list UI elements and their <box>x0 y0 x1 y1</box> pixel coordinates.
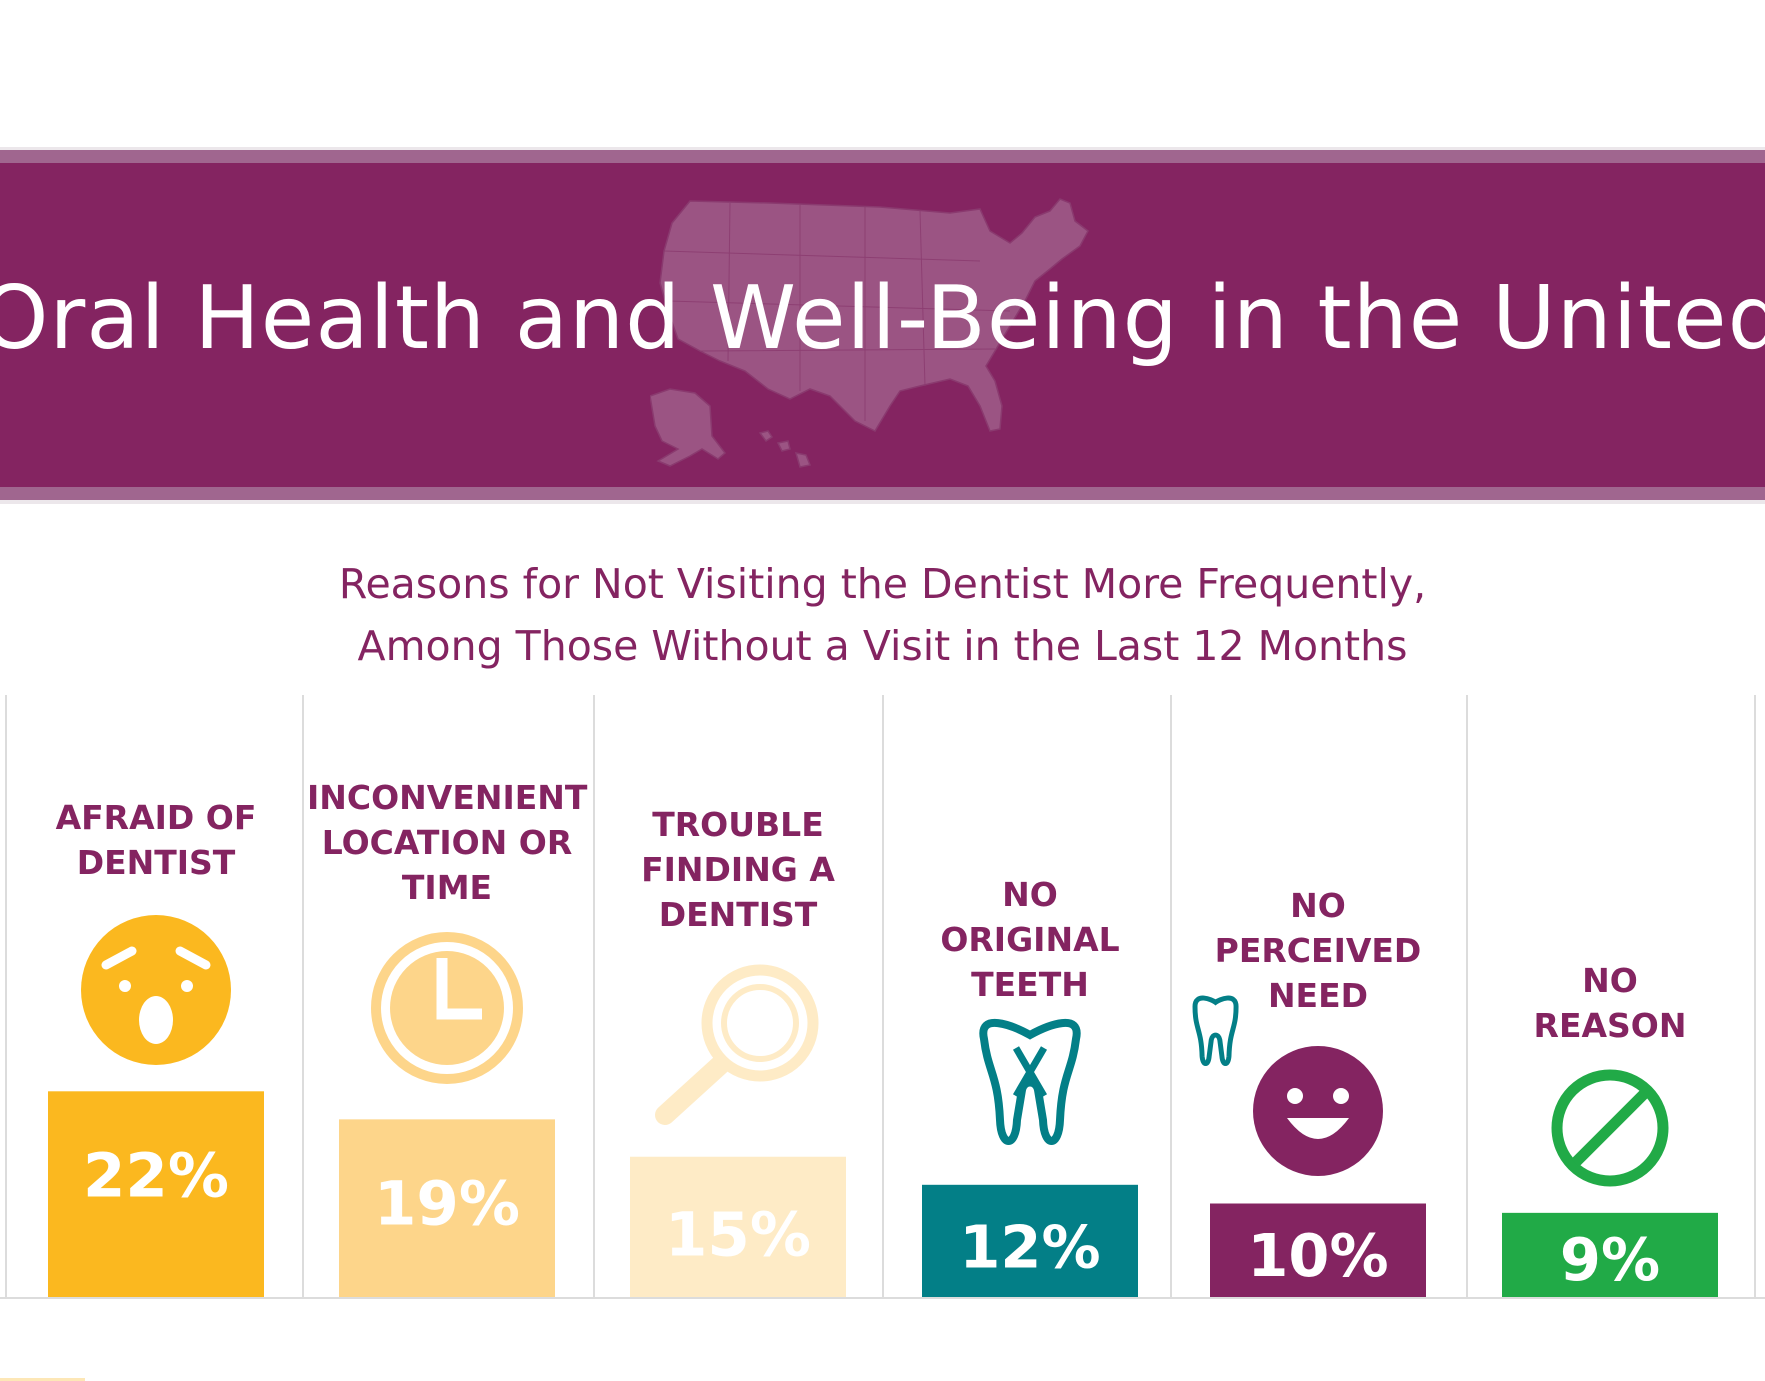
category-label-line: DENTIST <box>658 895 818 934</box>
bar <box>630 1156 846 1297</box>
bar-value-label: 15% <box>665 1199 811 1270</box>
column-divider <box>882 695 884 1298</box>
category-label-line: LOCATION OR <box>321 823 573 862</box>
category-label-line: DENTIST <box>76 843 236 882</box>
bar <box>1210 1203 1426 1297</box>
column-divider <box>302 695 304 1298</box>
category-label-line: ORIGINAL <box>940 920 1120 959</box>
footer-accent <box>0 1378 85 1381</box>
category-label-line: NO <box>1582 961 1638 1000</box>
category-label: AFRAID OF DENTIST <box>16 795 296 885</box>
bar-value-label: 9% <box>1560 1225 1660 1294</box>
category-label: NO PERCEIVED NEED <box>1178 883 1458 1018</box>
category-label: TROUBLE FINDING A DENTIST <box>598 802 878 937</box>
category-label-line: NEED <box>1267 976 1369 1015</box>
category-label-line: PERCEIVED <box>1214 931 1422 970</box>
column-divider <box>1170 695 1172 1298</box>
bar <box>339 1119 555 1297</box>
magnifier-icon <box>655 964 819 1125</box>
bar <box>922 1184 1138 1297</box>
bar-value-label: 19% <box>374 1168 520 1239</box>
category-label-line: REASON <box>1533 1006 1687 1045</box>
category-label-line: NO <box>1290 886 1346 925</box>
category-label-line: INCONVENIENT <box>307 778 588 817</box>
chart-title: Reasons for Not Visiting the Dentist Mor… <box>338 560 1427 608</box>
category-label: NO ORIGINAL TEETH <box>890 872 1170 1007</box>
missing-tooth-icon <box>979 995 1239 1145</box>
bar-value-label: 22% <box>83 1140 229 1211</box>
column-divider <box>593 695 595 1298</box>
bar-value-label: 10% <box>1247 1221 1388 1290</box>
column-divider <box>1754 695 1756 1298</box>
category-label: INCONVENIENT LOCATION OR TIME <box>307 775 587 910</box>
page-title: Oral Health and Well-Being in the United… <box>0 267 1765 369</box>
chart-subtitle: Among Those Without a Visit in the Last … <box>357 622 1408 670</box>
category-label-line: AFRAID OF <box>55 798 257 837</box>
clock-icon <box>371 932 523 1084</box>
bar <box>48 1091 264 1297</box>
category-label-line: TROUBLE <box>652 805 824 844</box>
chart-baseline <box>0 1297 1765 1299</box>
smiling-face-icon <box>1253 1046 1383 1176</box>
column-divider <box>1466 695 1468 1298</box>
category-label: NO REASON <box>1470 958 1750 1048</box>
title-banner: Oral Health and Well-Being in the United… <box>0 163 1765 487</box>
category-label-line: TIME <box>401 868 493 907</box>
column-divider <box>5 695 7 1298</box>
category-label-line: TEETH <box>971 965 1089 1004</box>
bar <box>1502 1212 1718 1297</box>
shocked-face-icon <box>81 915 231 1065</box>
category-label-line: NO <box>1002 875 1058 914</box>
prohibited-icon <box>1551 1069 1669 1187</box>
category-label-line: FINDING A <box>641 850 835 889</box>
us-map-icon <box>650 198 1089 468</box>
bars: 22% 19% 15% 12% 10% 9% <box>48 1091 1718 1297</box>
bar-value-label: 12% <box>959 1213 1100 1282</box>
